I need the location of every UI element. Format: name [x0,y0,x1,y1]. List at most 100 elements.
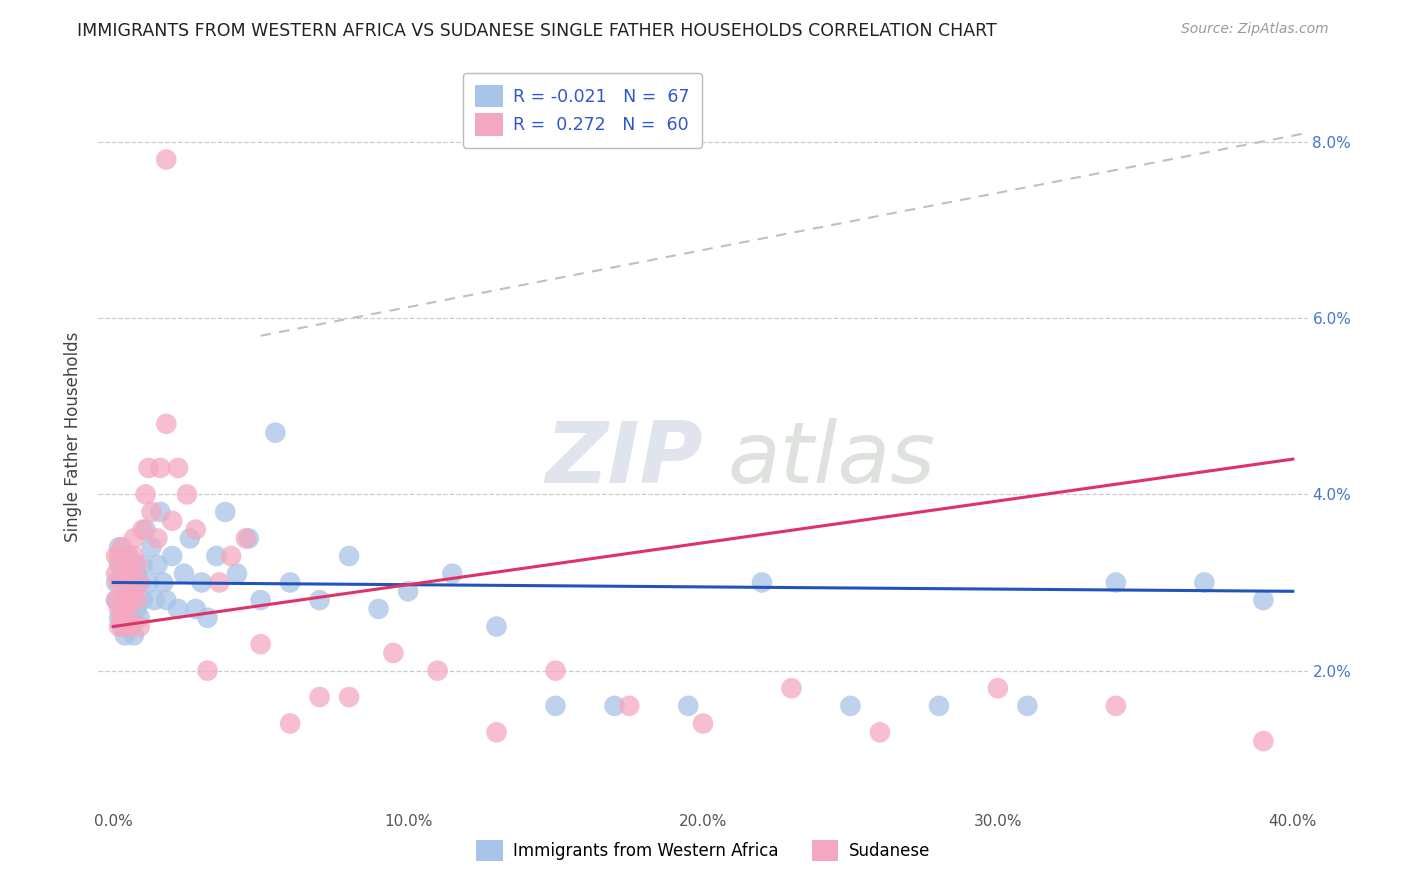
Point [205,549,228,563]
Point [111,593,134,607]
Point [190,575,212,590]
Point [184,602,207,616]
Point [114,584,136,599]
Point [105,593,128,607]
Point [111,575,134,590]
Point [155,153,177,167]
Point [108,611,131,625]
Point [160,549,183,563]
Point [122,584,145,599]
Point [544,698,567,713]
Point [120,593,142,607]
Point [114,593,136,607]
Point [125,558,148,572]
Point [426,664,449,678]
Point [184,523,207,537]
Point [120,593,142,607]
Point [1017,698,1039,713]
Point [1105,698,1128,713]
Point [122,628,145,642]
Point [108,540,131,554]
Point [125,566,148,581]
Point [128,611,150,625]
Point [176,487,198,501]
Point [117,549,139,563]
Point [179,532,201,546]
Point [141,540,163,554]
Point [308,593,330,607]
Text: atlas: atlas [727,417,935,500]
Point [987,681,1010,696]
Point [114,602,136,616]
Point [152,575,174,590]
Point [117,549,139,563]
Point [122,558,145,572]
Point [125,593,148,607]
Point [131,558,153,572]
Point [105,593,128,607]
Point [111,549,134,563]
Point [1253,734,1275,748]
Point [160,514,183,528]
Point [120,619,142,633]
Point [167,602,190,616]
Point [367,602,389,616]
Point [122,593,145,607]
Point [337,549,360,563]
Point [108,549,131,563]
Point [544,664,567,678]
Point [117,575,139,590]
Legend: Immigrants from Western Africa, Sudanese: Immigrants from Western Africa, Sudanese [470,833,936,868]
Point [138,575,160,590]
Point [122,549,145,563]
Point [111,619,134,633]
Point [155,593,177,607]
Point [114,619,136,633]
Point [197,611,219,625]
Point [1105,575,1128,590]
Point [208,575,231,590]
Point [869,725,891,739]
Point [146,532,169,546]
Point [167,461,190,475]
Point [603,698,626,713]
Point [131,593,153,607]
Point [128,619,150,633]
Point [149,461,172,475]
Point [214,505,236,519]
Point [108,602,131,616]
Point [337,690,360,704]
Point [146,558,169,572]
Point [249,637,271,651]
Point [382,646,405,660]
Point [235,532,257,546]
Point [117,619,139,633]
Point [114,628,136,642]
Point [928,698,950,713]
Point [114,558,136,572]
Point [485,619,508,633]
Point [780,681,803,696]
Point [197,664,219,678]
Point [173,566,195,581]
Point [120,566,142,581]
Point [128,575,150,590]
Point [238,532,260,546]
Point [114,558,136,572]
Point [135,487,157,501]
Point [1253,593,1275,607]
Point [264,425,287,440]
Text: ZIP: ZIP [546,417,703,500]
Point [108,619,131,633]
Text: IMMIGRANTS FROM WESTERN AFRICA VS SUDANESE SINGLE FATHER HOUSEHOLDS CORRELATION : IMMIGRANTS FROM WESTERN AFRICA VS SUDANE… [77,22,997,40]
Point [120,575,142,590]
Point [111,602,134,616]
Point [122,532,145,546]
Point [692,716,714,731]
Point [105,566,128,581]
Point [128,575,150,590]
Point [155,417,177,431]
Point [619,698,641,713]
Point [135,523,157,537]
Point [105,575,128,590]
